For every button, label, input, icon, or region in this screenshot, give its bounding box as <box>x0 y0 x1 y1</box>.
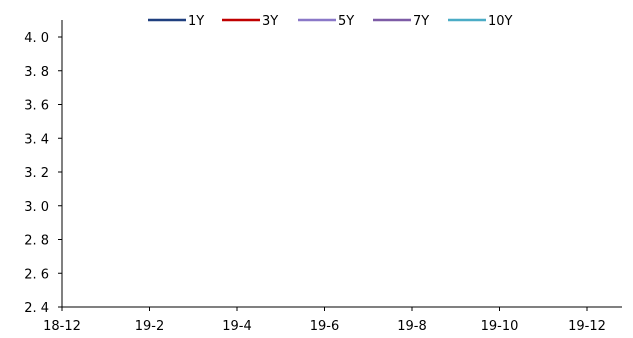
x-tick-label: 19-6 <box>310 319 340 334</box>
y-tick-label: 2. 8 <box>24 234 49 249</box>
legend-item: 5Y <box>298 14 354 29</box>
x-tick-label: 19-10 <box>481 319 519 334</box>
legend-item: 3Y <box>222 14 278 29</box>
legend-label: 7Y <box>413 14 429 29</box>
y-tick-label: 3. 0 <box>24 200 49 215</box>
y-tick-label: 3. 8 <box>24 65 49 80</box>
legend-item: 7Y <box>373 14 429 29</box>
x-tick-label: 19-2 <box>135 319 165 334</box>
legend-item: 1Y <box>148 14 204 29</box>
legend-label: 3Y <box>262 14 278 29</box>
legend: 1Y 3Y 5Y 7Y 10Y <box>148 14 513 29</box>
x-tick-label: 19-8 <box>397 319 427 334</box>
legend-item: 10Y <box>448 14 513 29</box>
y-tick-label: 2. 4 <box>24 301 49 316</box>
y-axis: 2. 4 2. 6 2. 8 3. 0 3. 2 3. 4 3. 6 3. 8 4. 0 <box>24 20 63 316</box>
x-tick-label: 19-12 <box>568 319 606 334</box>
y-tick-label: 3. 6 <box>24 99 49 114</box>
x-tick-label: 18-12 <box>43 319 81 334</box>
y-tick-label: 2. 6 <box>24 267 49 282</box>
legend-label: 1Y <box>188 14 204 29</box>
y-tick-label: 3. 4 <box>24 132 49 147</box>
y-tick-label: 3. 2 <box>24 166 49 181</box>
x-tick-label: 19-4 <box>222 319 252 334</box>
legend-label: 5Y <box>338 14 354 29</box>
legend-label: 10Y <box>488 14 513 29</box>
y-tick-label: 4. 0 <box>24 31 49 46</box>
x-axis: 18-12 19-2 19-4 19-6 19-8 19-10 19-12 <box>43 306 622 334</box>
